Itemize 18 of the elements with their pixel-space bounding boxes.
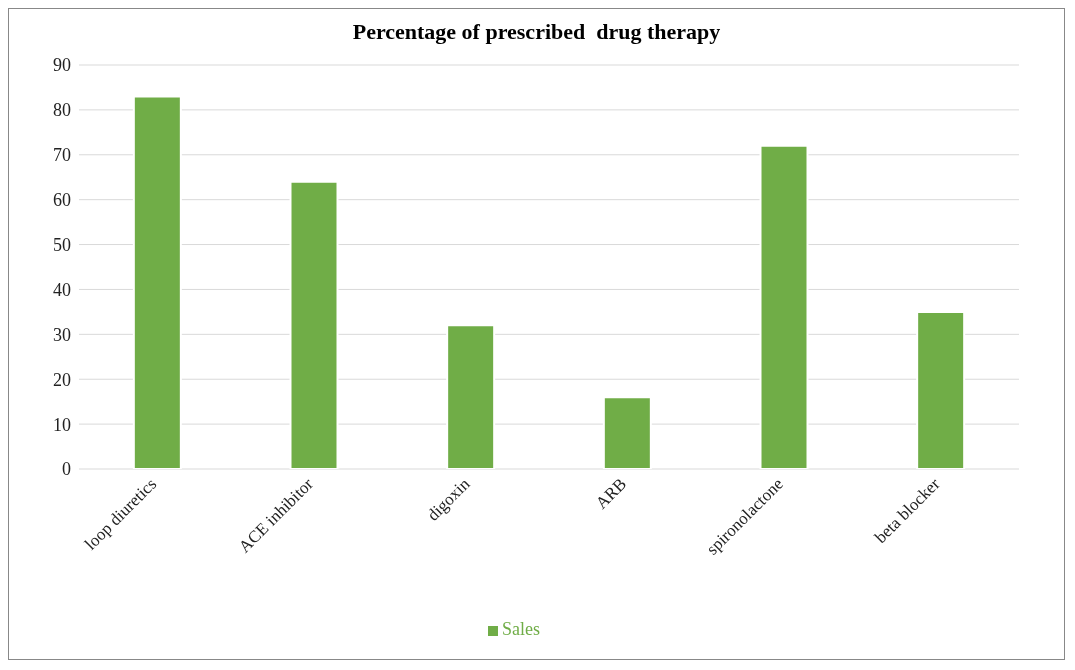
y-tick-label: 40 xyxy=(53,279,71,300)
bar xyxy=(289,180,339,469)
bar xyxy=(446,324,496,469)
legend-label: Sales xyxy=(502,619,540,639)
y-tick-label: 80 xyxy=(53,100,71,121)
y-tick-label: 70 xyxy=(53,145,71,166)
bar xyxy=(132,95,182,469)
chart-title: Percentage of prescribed drug therapy xyxy=(351,19,722,45)
y-tick-label: 0 xyxy=(62,459,71,480)
bar xyxy=(602,396,652,469)
y-tick-label: 30 xyxy=(53,324,71,345)
y-tick-label: 50 xyxy=(53,234,71,255)
bar xyxy=(759,144,809,469)
y-tick-label: 90 xyxy=(53,55,71,76)
bar xyxy=(916,310,966,469)
y-tick-label: 10 xyxy=(53,414,71,435)
y-tick-label: 60 xyxy=(53,190,71,211)
y-tick-label: 20 xyxy=(53,369,71,390)
